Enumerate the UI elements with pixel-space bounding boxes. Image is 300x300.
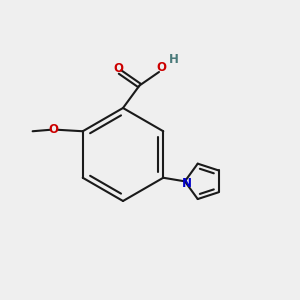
Text: H: H [169,53,178,66]
Text: O: O [156,61,166,74]
Text: O: O [49,123,58,136]
Text: N: N [182,177,192,190]
Text: O: O [113,62,124,75]
